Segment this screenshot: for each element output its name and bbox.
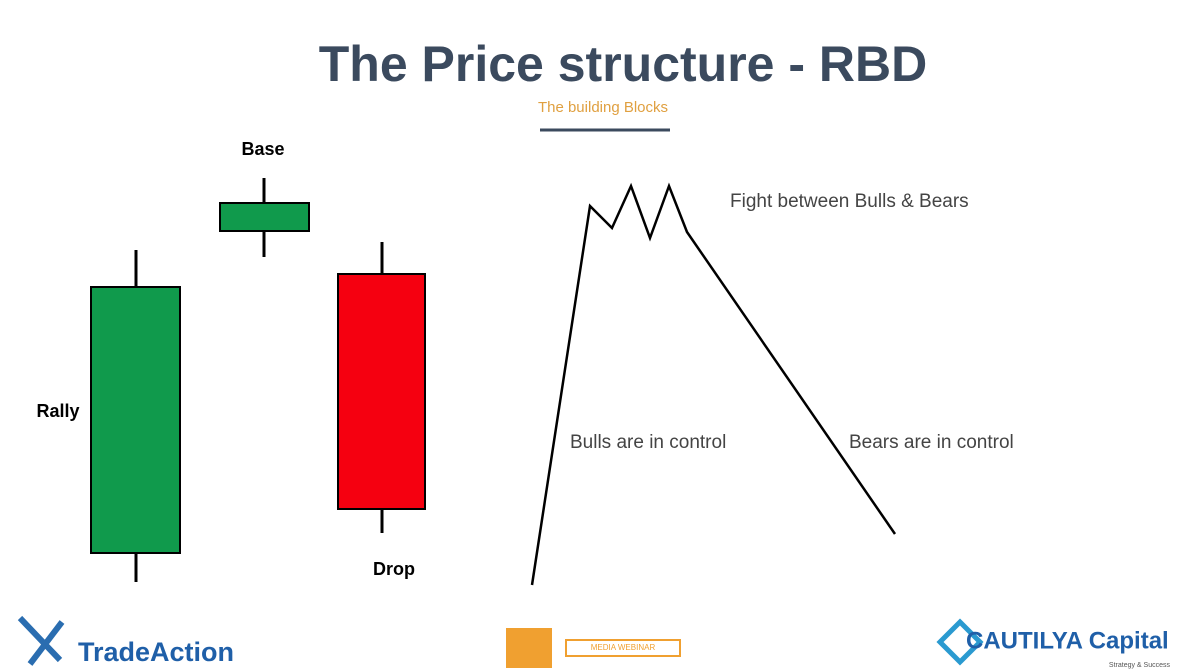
title: The Price structure - RBD (319, 36, 927, 92)
tradeaction-logo: TradeAction (78, 637, 234, 667)
drop-candle (337, 273, 426, 510)
base-label: Base (241, 139, 284, 159)
subtitle: The building Blocks (538, 99, 668, 116)
rally-candle (90, 286, 181, 554)
cautilya-logo: CAUTILYA Capital (966, 627, 1169, 654)
cautilya-tagline: Strategy & Success (1109, 662, 1171, 669)
cautilya-icon (936, 618, 984, 666)
bears-label: Bears are in control (849, 432, 1014, 453)
drop-label: Drop (373, 559, 415, 579)
fight-label: Fight between Bulls & Bears (730, 191, 969, 212)
bulls-label: Bulls are in control (570, 432, 726, 453)
tradeaction-icon (17, 615, 65, 666)
rally-label: Rally (36, 401, 79, 421)
base-candle (219, 202, 310, 232)
media-icon (506, 628, 552, 668)
price-path (530, 182, 897, 586)
media-box (565, 639, 681, 657)
media-logo: MEDIA WEBINAR (591, 643, 656, 652)
